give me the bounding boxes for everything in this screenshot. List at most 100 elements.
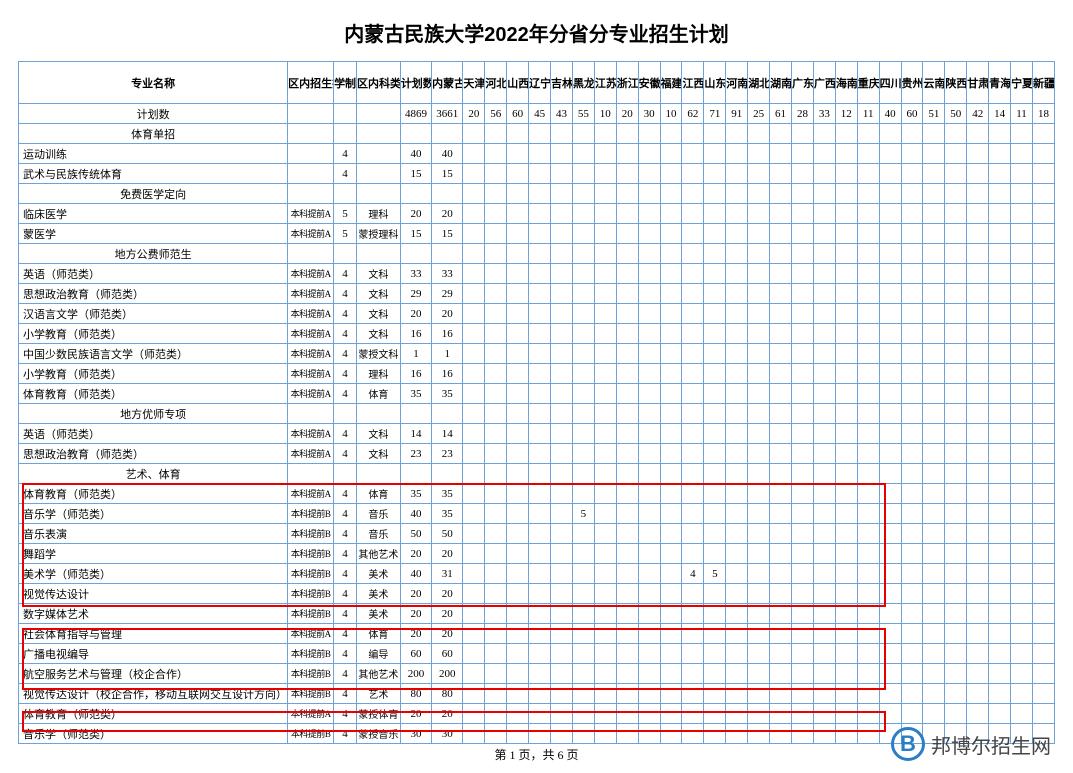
empty xyxy=(704,184,726,204)
prov-count xyxy=(967,324,989,344)
h-province: 天津 xyxy=(463,62,485,104)
empty xyxy=(682,244,704,264)
prov-count xyxy=(989,304,1011,324)
prov-count xyxy=(551,584,573,604)
batch: 本科提前B xyxy=(288,644,334,664)
totals-prov: 10 xyxy=(594,104,616,124)
empty xyxy=(334,184,357,204)
prov-count xyxy=(507,644,529,664)
prov-count xyxy=(529,224,551,244)
prov-count xyxy=(901,424,923,444)
prov-count xyxy=(945,644,967,664)
prov-count xyxy=(485,164,507,184)
prov-count xyxy=(748,164,770,184)
prov-count xyxy=(572,144,594,164)
prov-count xyxy=(616,204,638,224)
prov-count xyxy=(529,704,551,724)
prov-count xyxy=(507,304,529,324)
prov-count xyxy=(967,264,989,284)
prov-count xyxy=(901,684,923,704)
prov-count xyxy=(660,284,682,304)
nmg-count: 60 xyxy=(432,644,463,664)
plan-count: 14 xyxy=(400,424,431,444)
batch: 本科提前B xyxy=(288,684,334,704)
prov-count xyxy=(901,384,923,404)
prov-count xyxy=(463,604,485,624)
prov-count xyxy=(989,264,1011,284)
prov-count xyxy=(682,504,704,524)
prov-count xyxy=(507,624,529,644)
empty xyxy=(857,404,879,424)
empty xyxy=(334,404,357,424)
prov-count xyxy=(835,264,857,284)
prov-count xyxy=(792,364,814,384)
major-name: 社会体育指导与管理 xyxy=(19,624,288,644)
prov-count xyxy=(726,344,748,364)
prov-count xyxy=(792,284,814,304)
prov-count xyxy=(923,384,945,404)
prov-count xyxy=(792,564,814,584)
prov-count xyxy=(638,544,660,564)
prov-count xyxy=(813,684,835,704)
prov-count xyxy=(813,144,835,164)
table-row: 汉语言文学（师范类）本科提前A4文科2020 xyxy=(19,304,1055,324)
prov-count xyxy=(989,704,1011,724)
table-row: 中国少数民族语言文学（师范类）本科提前A4蒙授文科11 xyxy=(19,344,1055,364)
prov-count xyxy=(1011,604,1033,624)
batch: 本科提前A xyxy=(288,344,334,364)
prov-count xyxy=(594,384,616,404)
prov-count xyxy=(857,344,879,364)
prov-count xyxy=(594,224,616,244)
empty xyxy=(616,404,638,424)
prov-count xyxy=(792,264,814,284)
prov-count xyxy=(748,424,770,444)
prov-count xyxy=(660,204,682,224)
empty xyxy=(835,184,857,204)
prov-count xyxy=(704,384,726,404)
prov-count xyxy=(463,424,485,444)
prov-count xyxy=(726,164,748,184)
prov-count xyxy=(835,424,857,444)
empty xyxy=(485,464,507,484)
prov-count xyxy=(748,364,770,384)
prov-count xyxy=(704,504,726,524)
prov-count xyxy=(726,564,748,584)
prov-count xyxy=(485,504,507,524)
prov-count xyxy=(682,684,704,704)
admissions-table: 专业名称 区内招生批次 学制 区内科类名称 计划数 内蒙古 天津河北山西辽宁吉林… xyxy=(18,61,1055,744)
nmg-count: 15 xyxy=(432,164,463,184)
table-row: 武术与民族传统体育41515 xyxy=(19,164,1055,184)
cell xyxy=(357,104,401,124)
h-years: 学制 xyxy=(334,62,357,104)
plan-count: 15 xyxy=(400,164,431,184)
empty xyxy=(572,244,594,264)
empty xyxy=(529,244,551,264)
prov-count xyxy=(463,284,485,304)
prov-count xyxy=(1011,144,1033,164)
prov-count xyxy=(835,444,857,464)
totals-prov: 55 xyxy=(572,104,594,124)
batch xyxy=(288,164,334,184)
prov-count xyxy=(616,564,638,584)
prov-count xyxy=(967,164,989,184)
nmg-count: 30 xyxy=(432,724,463,744)
prov-count xyxy=(616,304,638,324)
prov-count xyxy=(551,624,573,644)
empty xyxy=(507,184,529,204)
prov-count xyxy=(857,224,879,244)
plan-count: 33 xyxy=(400,264,431,284)
prov-count xyxy=(835,704,857,724)
prov-count xyxy=(1032,224,1054,244)
prov-count xyxy=(770,364,792,384)
prov-count xyxy=(923,544,945,564)
empty xyxy=(792,244,814,264)
category: 其他艺术 xyxy=(357,664,401,684)
h-batch: 区内招生批次 xyxy=(288,62,334,104)
prov-count xyxy=(616,264,638,284)
prov-count xyxy=(792,644,814,664)
empty xyxy=(551,404,573,424)
prov-count xyxy=(857,664,879,684)
prov-count xyxy=(616,664,638,684)
empty xyxy=(357,184,401,204)
prov-count xyxy=(485,524,507,544)
